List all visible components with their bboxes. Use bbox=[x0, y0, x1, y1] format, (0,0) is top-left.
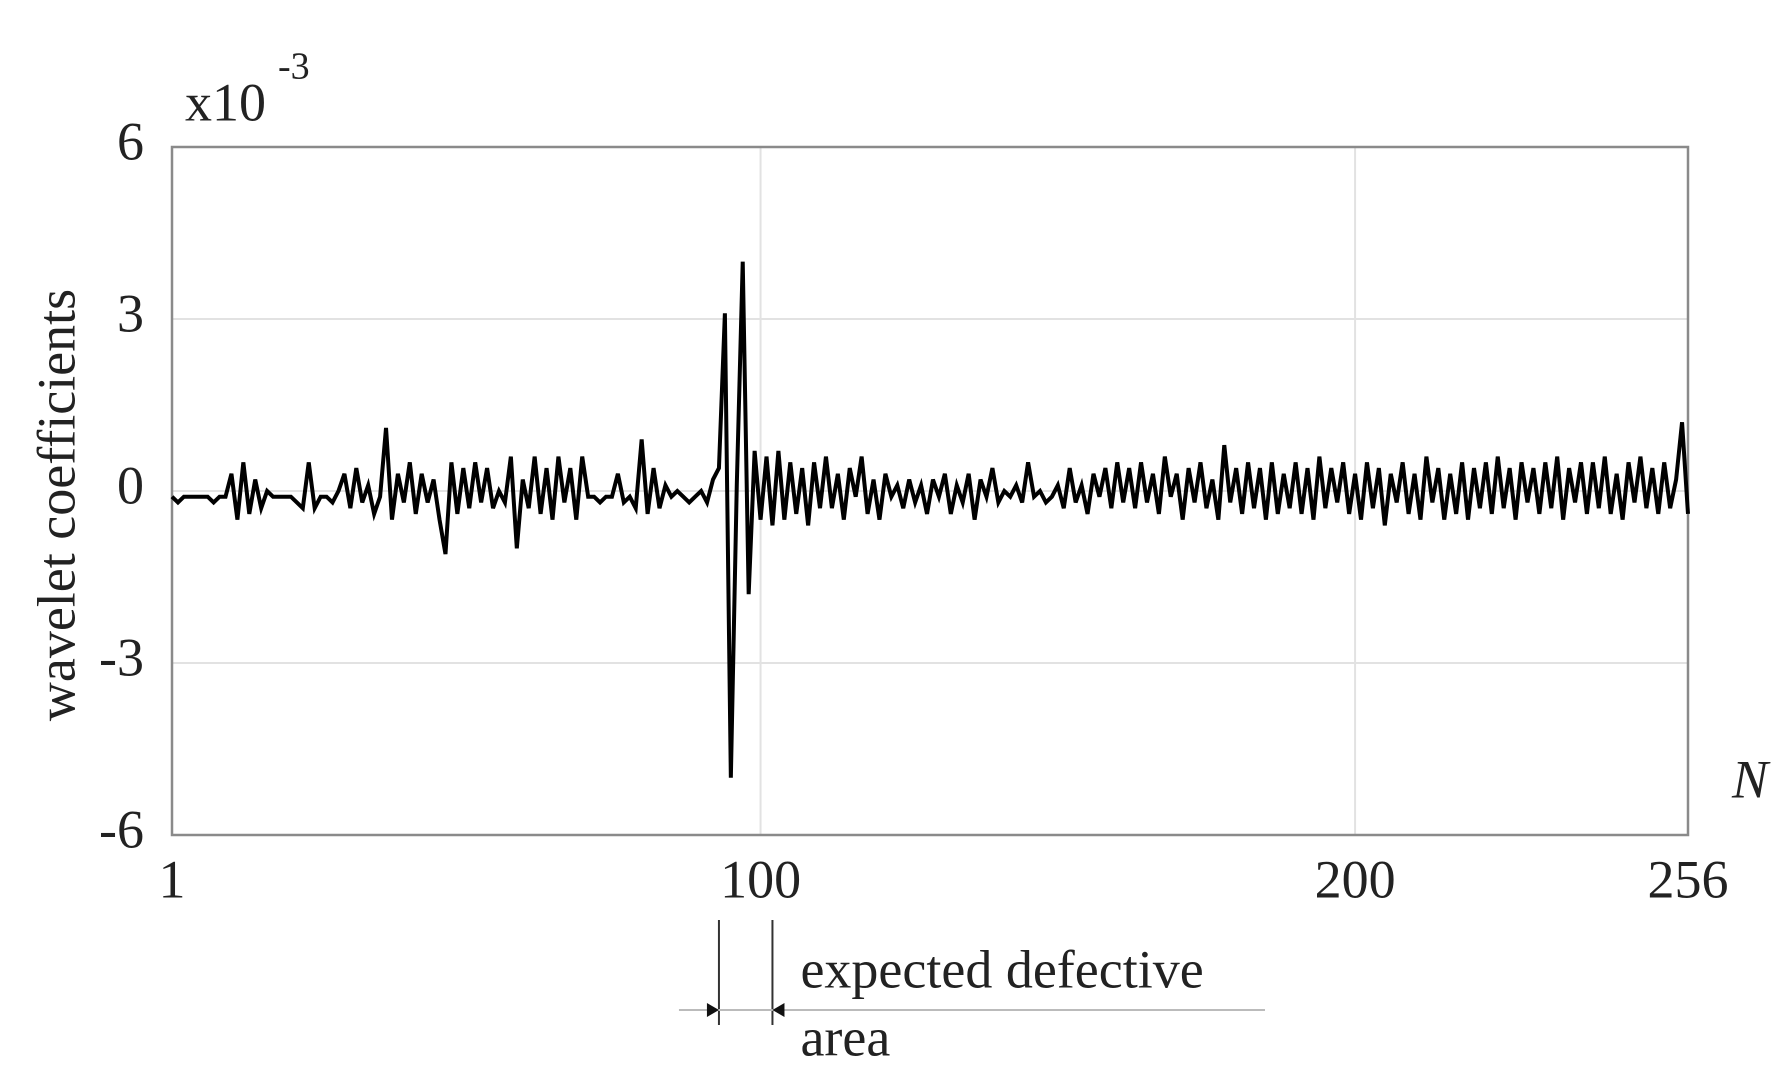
axis-multiplier-base: x10 bbox=[185, 72, 266, 132]
y-tick-label: 0 bbox=[117, 455, 144, 515]
y-tick-label: 6 bbox=[117, 111, 144, 171]
x-tick-label: 100 bbox=[720, 849, 801, 909]
x-tick-label: 256 bbox=[1648, 849, 1729, 909]
y-tick-label: -3 bbox=[99, 627, 144, 687]
y-axis-title: wavelet coefficients bbox=[26, 289, 86, 721]
x-axis-title: N bbox=[1731, 749, 1771, 809]
x-tick-label: 200 bbox=[1315, 849, 1396, 909]
data-line bbox=[170, 261, 1690, 778]
annotation-text: expected defective bbox=[800, 939, 1203, 999]
x-tick-label: 1 bbox=[159, 849, 186, 909]
axis-multiplier-exponent: -3 bbox=[278, 46, 310, 88]
annotation-arrow bbox=[706, 1003, 719, 1017]
annotation-arrow bbox=[772, 1003, 785, 1017]
y-tick-label: -6 bbox=[99, 799, 144, 859]
y-tick-label: 3 bbox=[117, 283, 144, 343]
annotation-text: area bbox=[800, 1007, 890, 1067]
